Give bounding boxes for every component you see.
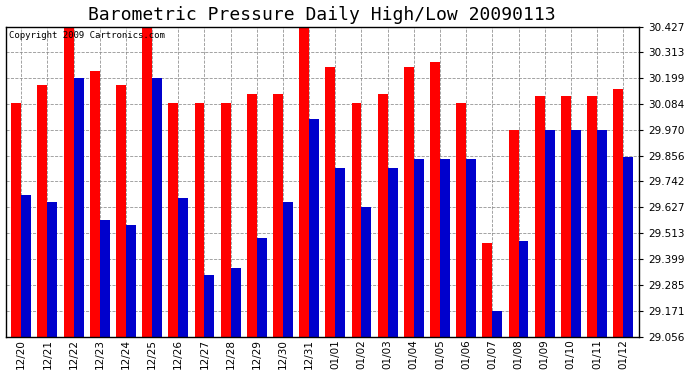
Bar [561,96,571,337]
Bar [221,103,230,337]
Bar [195,103,204,337]
Bar [142,26,152,337]
Bar [283,202,293,337]
Bar [377,94,388,337]
Bar [544,130,555,337]
Bar [48,202,57,337]
Bar [247,94,257,337]
Bar [11,103,21,337]
Bar [37,85,48,337]
Bar [299,26,309,337]
Bar [613,89,623,337]
Bar [587,96,597,337]
Bar [168,103,178,337]
Bar [351,103,362,337]
Bar [116,85,126,337]
Text: Copyright 2009 Cartronics.com: Copyright 2009 Cartronics.com [9,31,165,40]
Bar [414,159,424,337]
Bar [335,168,345,337]
Bar [388,168,397,337]
Bar [230,268,241,337]
Bar [404,66,414,337]
Bar [430,62,440,337]
Bar [152,78,162,337]
Bar [63,26,74,337]
Bar [482,243,493,337]
Bar [326,66,335,337]
Bar [178,198,188,337]
Bar [204,274,215,337]
Bar [74,78,83,337]
Bar [597,130,607,337]
Bar [623,157,633,337]
Bar [509,130,518,337]
Bar [90,71,100,337]
Bar [273,94,283,337]
Bar [126,225,136,337]
Bar [456,103,466,337]
Bar [518,241,529,337]
Bar [535,96,544,337]
Bar [309,118,319,337]
Bar [21,195,31,337]
Bar [362,207,371,337]
Bar [440,159,450,337]
Bar [466,159,476,337]
Title: Barometric Pressure Daily High/Low 20090113: Barometric Pressure Daily High/Low 20090… [88,6,556,24]
Bar [257,238,267,337]
Bar [571,130,581,337]
Bar [100,220,110,337]
Bar [493,311,502,337]
